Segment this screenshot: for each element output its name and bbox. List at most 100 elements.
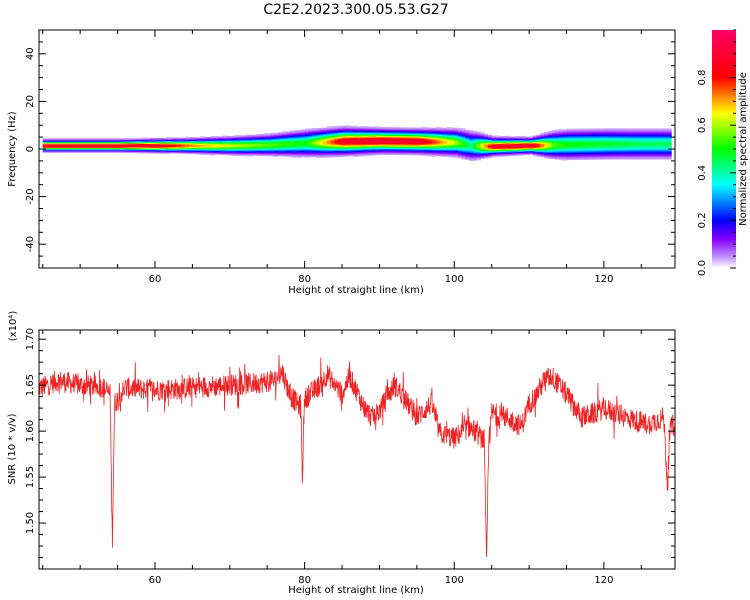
heatmap-cell	[132, 151, 137, 154]
heatmap-cell	[211, 151, 216, 154]
heatmap-cell	[91, 146, 96, 148]
heatmap-cell	[342, 129, 347, 131]
heatmap-cell	[630, 156, 635, 159]
heatmap-cell	[61, 138, 66, 140]
heatmap-cell	[300, 144, 306, 147]
heatmap-cell	[199, 140, 205, 142]
heatmap-cell	[330, 155, 335, 158]
heatmap-cell	[581, 150, 586, 152]
heatmap-cell	[282, 154, 287, 157]
heatmap-cell	[573, 129, 579, 132]
heatmap-cell	[330, 145, 335, 147]
heatmap-cell	[143, 150, 148, 153]
heatmap-cell	[401, 130, 407, 133]
heatmap-cell	[458, 145, 463, 148]
heatmap-cell	[577, 142, 582, 145]
heatmap-cell	[50, 140, 55, 143]
heatmap-cell	[566, 129, 571, 132]
heatmap-cell	[312, 132, 317, 135]
heatmap-cell	[630, 137, 635, 140]
heatmap-cell	[375, 138, 380, 140]
heatmap-cell	[611, 147, 616, 149]
heatmap-cell	[319, 127, 324, 130]
heatmap-cell	[121, 141, 126, 144]
heatmap-cell	[424, 140, 429, 142]
heatmap-cell	[390, 133, 395, 135]
heatmap-cell	[420, 152, 425, 155]
heatmap-cell	[465, 142, 470, 145]
heatmap-cell	[188, 144, 193, 146]
heatmap-cell	[371, 134, 377, 137]
heatmap-cell	[65, 148, 70, 151]
heatmap-cell	[136, 144, 141, 147]
heatmap-cell	[465, 129, 470, 132]
heatmap-cell	[50, 138, 55, 140]
heatmap-cell	[46, 140, 51, 143]
heatmap-cell	[652, 156, 657, 159]
heatmap-cell	[349, 131, 354, 134]
y-tick-label: 1.70	[25, 328, 36, 350]
heatmap-cell	[413, 131, 418, 133]
heatmap-cell	[293, 152, 298, 155]
heatmap-cell	[607, 134, 612, 136]
heatmap-cell	[525, 137, 530, 140]
heatmap-cell	[626, 152, 631, 154]
heatmap-cell	[394, 152, 399, 154]
heatmap-cell	[267, 154, 272, 157]
heatmap-cell	[663, 133, 668, 135]
heatmap-cell	[289, 134, 294, 136]
heatmap-cell	[435, 153, 440, 155]
heatmap-cell	[420, 150, 425, 153]
heatmap-cell	[233, 138, 238, 141]
heatmap-cell	[349, 142, 354, 145]
heatmap-cell	[622, 136, 627, 139]
heatmap-cell	[289, 155, 294, 158]
heatmap-cell	[184, 151, 190, 153]
heatmap-cell	[379, 136, 384, 139]
heatmap-cell	[233, 139, 238, 142]
heatmap-cell	[637, 139, 642, 141]
heatmap-cell	[394, 138, 399, 140]
heatmap-cell	[285, 143, 291, 145]
heatmap-cell	[158, 146, 163, 148]
heatmap-cell	[207, 145, 212, 147]
heatmap-cell	[263, 142, 268, 145]
heatmap-cell	[42, 146, 47, 148]
heatmap-cell	[203, 148, 208, 151]
heatmap-cell	[514, 150, 519, 153]
heatmap-cell	[312, 142, 317, 145]
heatmap-cell	[517, 139, 523, 142]
heatmap-cell	[214, 149, 219, 151]
heatmap-cell	[334, 142, 339, 145]
colorbar-tick-label: 0.6	[697, 117, 708, 133]
heatmap-cell	[600, 149, 605, 152]
heatmap-cell	[555, 131, 560, 134]
heatmap-cell	[95, 147, 100, 150]
heatmap-cell	[375, 144, 380, 146]
heatmap-cell	[607, 128, 612, 130]
heatmap-cell	[300, 154, 306, 156]
heatmap-cell	[562, 132, 567, 135]
heatmap-cell	[353, 125, 358, 128]
heatmap-cell	[267, 153, 272, 156]
heatmap-cell	[529, 145, 534, 148]
heatmap-cell	[211, 143, 216, 145]
heatmap-cell	[263, 145, 268, 147]
heatmap-cell	[173, 148, 178, 150]
heatmap-cell	[529, 147, 534, 149]
heatmap-cell	[315, 137, 320, 140]
heatmap-cell	[633, 143, 638, 146]
heatmap-cell	[53, 142, 59, 145]
heatmap-cell	[480, 141, 485, 144]
heatmap-cell	[312, 131, 317, 134]
heatmap-cell	[110, 146, 115, 148]
heatmap-cell	[390, 141, 395, 144]
heatmap-cell	[618, 153, 624, 155]
heatmap-cell	[633, 136, 638, 139]
heatmap-cell	[252, 137, 257, 139]
heatmap-cell	[555, 142, 560, 145]
heatmap-cell	[626, 148, 631, 151]
heatmap-cell	[428, 154, 433, 157]
heatmap-cell	[585, 149, 590, 152]
heatmap-cell	[140, 141, 145, 143]
